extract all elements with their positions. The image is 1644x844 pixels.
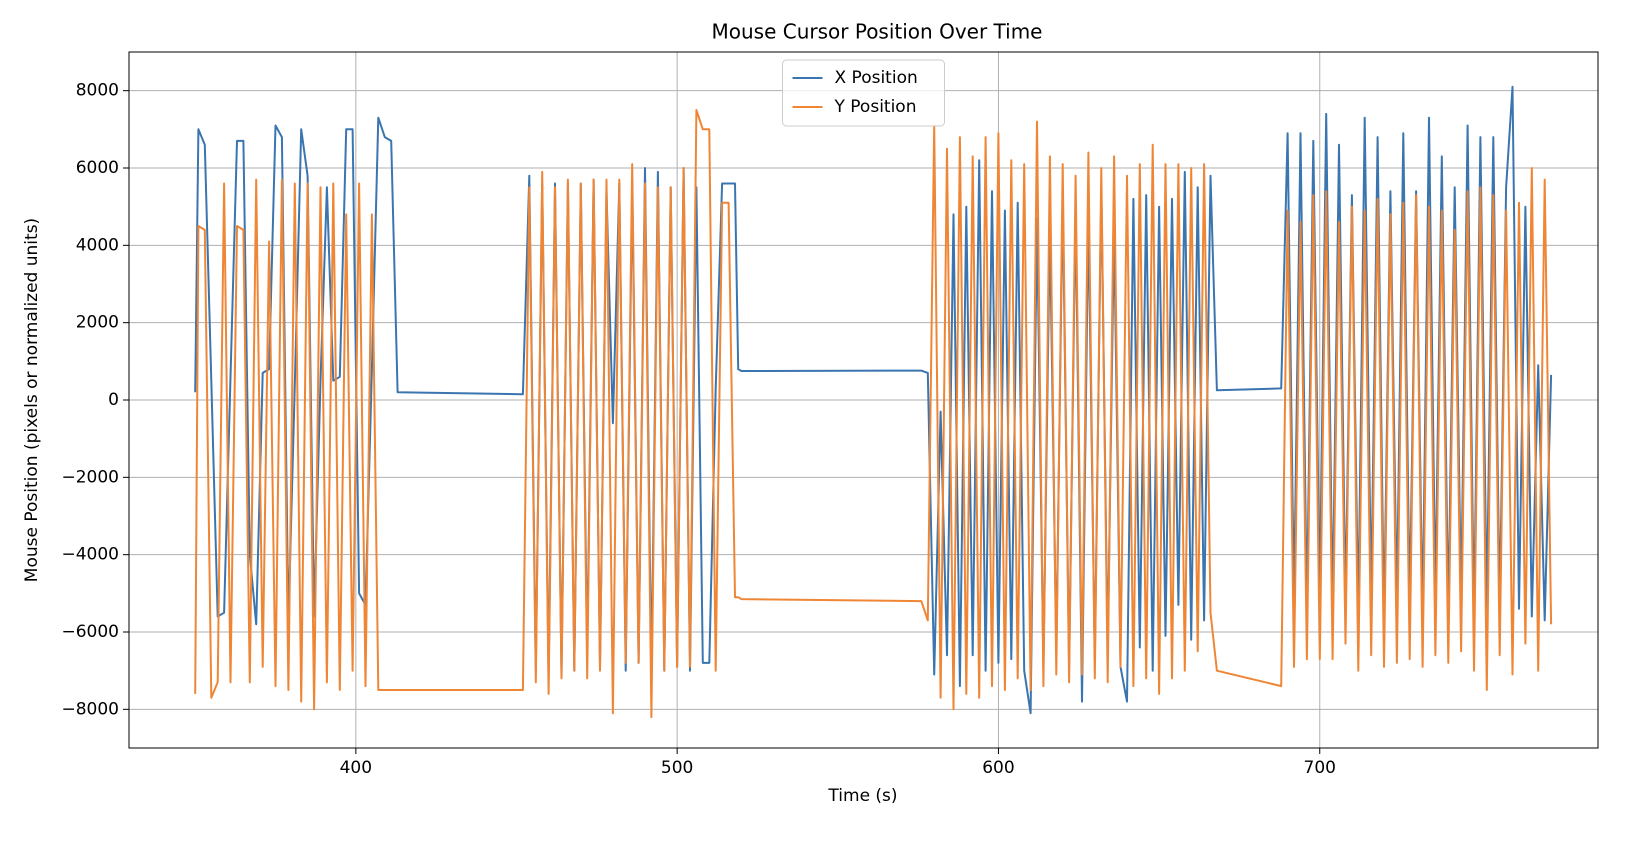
y-tick-label: 4000	[76, 235, 119, 255]
y-tick-label: −8000	[61, 699, 119, 719]
y-tick-label: −6000	[61, 622, 119, 642]
chart-title: Mouse Cursor Position Over Time	[712, 20, 1043, 44]
y-tick-label: 8000	[76, 81, 119, 101]
x-axis-label: Time (s)	[827, 786, 897, 806]
y-axis-label: Mouse Position (pixels or normalized uni…	[22, 218, 42, 582]
x-tick-label: 700	[1304, 758, 1336, 778]
x-tick-label: 400	[340, 758, 372, 778]
plot-frame	[128, 51, 1599, 749]
legend: X Position Y Position	[782, 59, 945, 127]
data-line	[194, 109, 1553, 719]
legend-label: Y Position	[834, 97, 917, 117]
y-tick-label: 6000	[76, 158, 119, 178]
legend-label: X Position	[835, 68, 918, 88]
y-tick-label: 0	[108, 390, 119, 410]
legend-box	[782, 59, 945, 127]
x-tick-label: 500	[661, 758, 693, 778]
y-tick-label: −4000	[61, 545, 119, 565]
x-tick-label: 600	[982, 758, 1014, 778]
y-tick-label: −2000	[61, 467, 119, 487]
y-tick-label: 2000	[76, 313, 119, 333]
